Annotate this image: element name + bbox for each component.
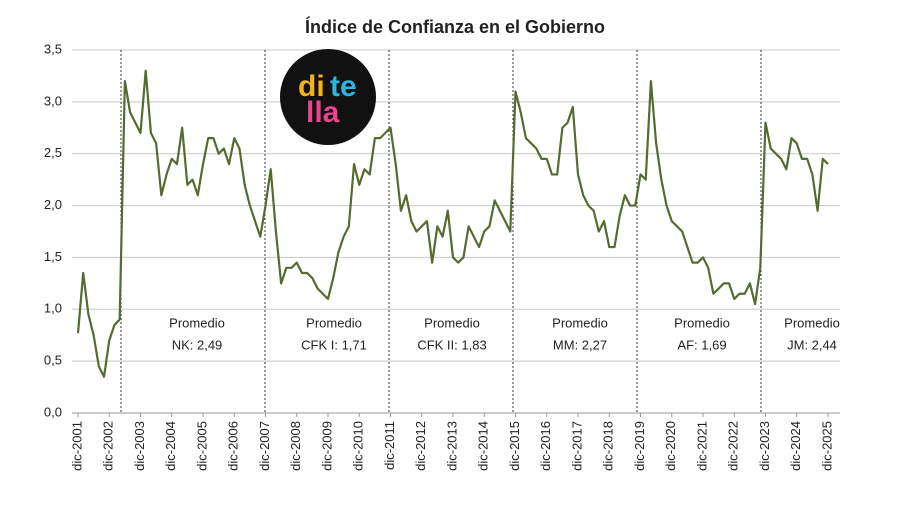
annotation-title: Promedio xyxy=(784,315,840,330)
logo: di te lla xyxy=(280,49,376,145)
y-tick-label: 3,0 xyxy=(44,93,62,108)
x-tick-label: dic-2023 xyxy=(757,421,772,471)
x-tick-label: dic-2006 xyxy=(226,421,241,471)
y-tick-label: 1,0 xyxy=(44,301,62,316)
logo-circle xyxy=(280,49,376,145)
x-tick-label: dic-2014 xyxy=(476,421,491,471)
annotation-text: AF: 1,69 xyxy=(677,337,726,352)
x-tick-label: dic-2022 xyxy=(726,421,741,471)
y-tick-label: 1,5 xyxy=(44,249,62,264)
x-tick-label: dic-2012 xyxy=(413,421,428,471)
y-tick-label: 2,0 xyxy=(44,197,62,212)
x-tick-label: dic-2010 xyxy=(351,421,366,471)
x-tick-label: dic-2017 xyxy=(569,421,584,471)
y-tick-label: 0,5 xyxy=(44,353,62,368)
annotation-text: CFK I: 1,71 xyxy=(301,337,367,352)
x-tick-label: dic-2013 xyxy=(444,421,459,471)
annotation-title: Promedio xyxy=(306,315,362,330)
x-tick-label: dic-2009 xyxy=(319,421,334,471)
annotation-text: MM: 2,27 xyxy=(553,337,607,352)
x-tick-label: dic-2016 xyxy=(538,421,553,471)
y-tick-label: 2,5 xyxy=(44,145,62,160)
annotation-title: Promedio xyxy=(169,315,225,330)
annotation-title: Promedio xyxy=(674,315,730,330)
annotation-text: JM: 2,44 xyxy=(787,337,837,352)
annotation-title: Promedio xyxy=(424,315,480,330)
annotation-title: Promedio xyxy=(552,315,608,330)
chart-title: Índice de Confianza en el Gobierno xyxy=(305,16,605,37)
x-tick-label: dic-2020 xyxy=(663,421,678,471)
x-tick-label: dic-2025 xyxy=(819,421,834,471)
x-tick-label: dic-2019 xyxy=(632,421,647,471)
x-tick-label: dic-2003 xyxy=(132,421,147,471)
logo-text: te xyxy=(330,70,357,103)
x-tick-label: dic-2002 xyxy=(101,421,116,471)
y-tick-label: 0,0 xyxy=(44,404,62,419)
x-tick-label: dic-2005 xyxy=(194,421,209,471)
x-tick-label: dic-2018 xyxy=(601,421,616,471)
x-tick-label: dic-2021 xyxy=(694,421,709,471)
logo-text: lla xyxy=(306,96,340,129)
annotation-text: CFK II: 1,83 xyxy=(417,337,486,352)
x-tick-label: dic-2024 xyxy=(788,421,803,471)
x-tick-label: dic-2007 xyxy=(257,421,272,471)
logo-text: di xyxy=(298,70,325,103)
annotation-text: NK: 2,49 xyxy=(172,337,223,352)
y-tick-label: 3,5 xyxy=(44,41,62,56)
grid xyxy=(72,49,840,414)
x-tick-label: dic-2008 xyxy=(288,421,303,471)
data-line xyxy=(76,69,829,378)
x-tick-label: dic-2004 xyxy=(163,421,178,471)
x-tick-label: dic-2015 xyxy=(507,421,522,471)
x-tick-label: dic-2011 xyxy=(382,421,397,470)
x-tick-label: dic-2001 xyxy=(69,421,84,471)
